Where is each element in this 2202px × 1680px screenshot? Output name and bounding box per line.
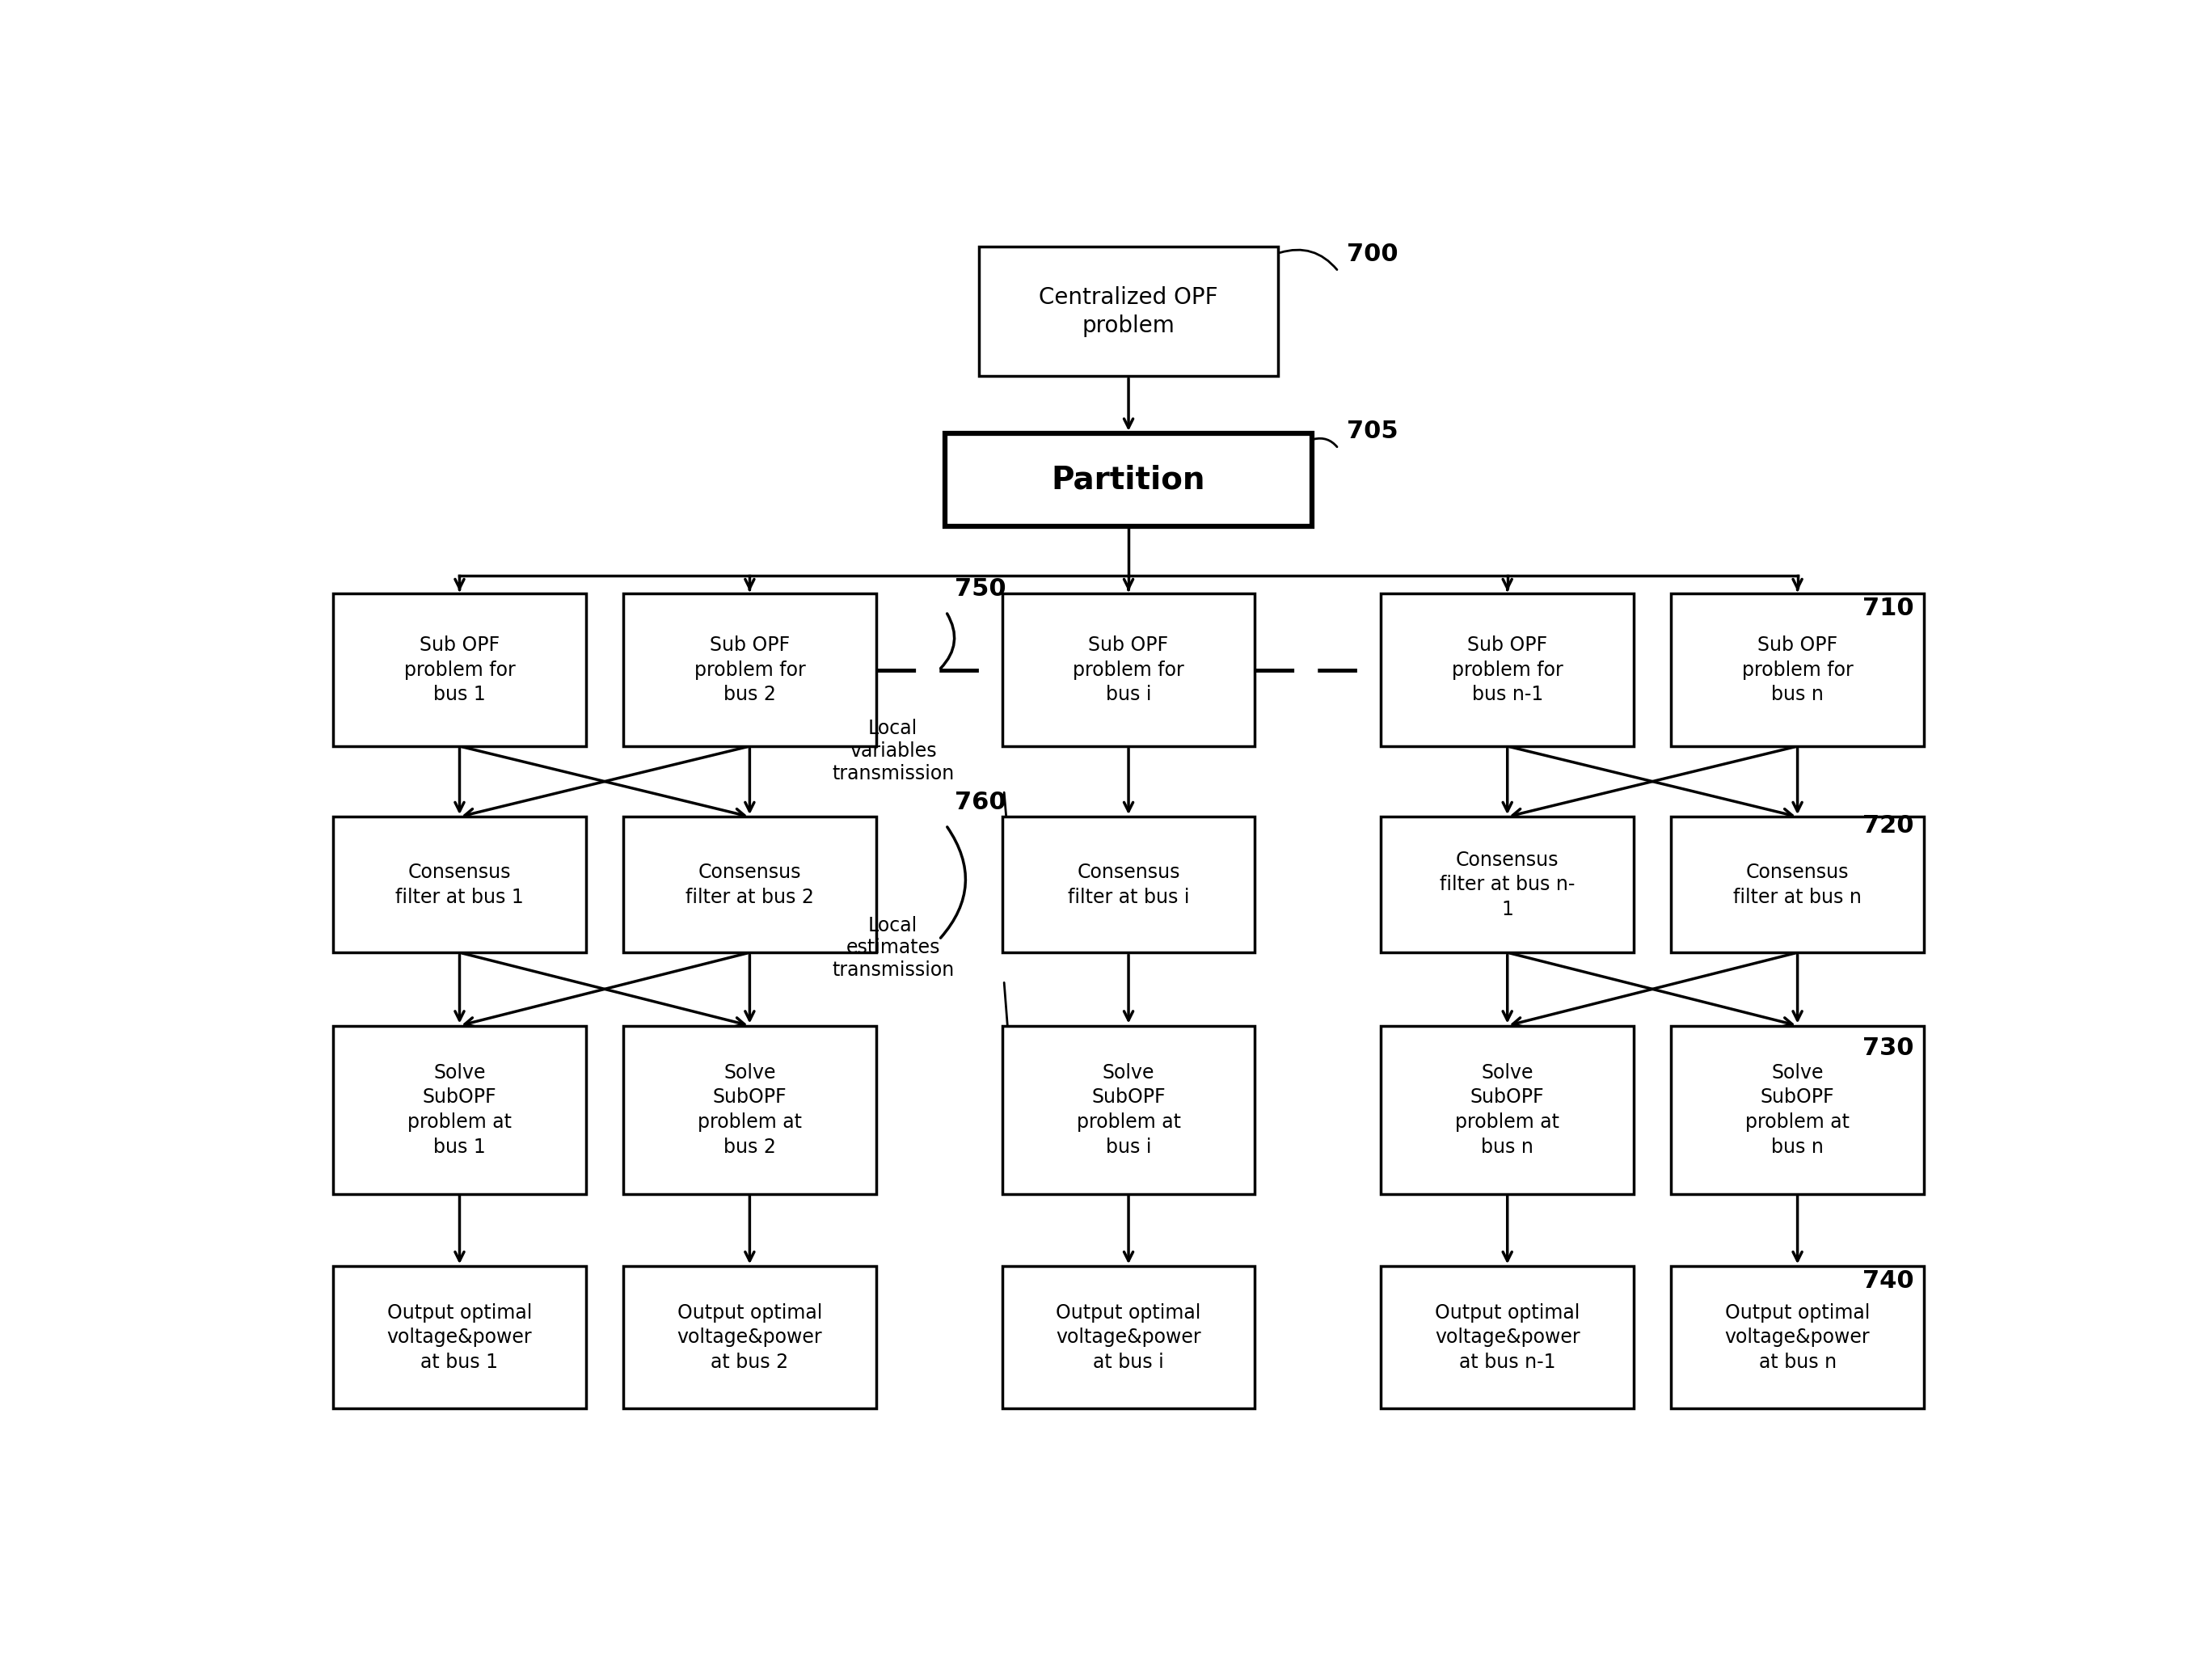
Text: Consensus
filter at bus n: Consensus filter at bus n: [1733, 862, 1861, 907]
FancyBboxPatch shape: [980, 247, 1277, 376]
FancyBboxPatch shape: [1671, 593, 1925, 746]
FancyBboxPatch shape: [333, 816, 586, 953]
FancyBboxPatch shape: [623, 1267, 876, 1408]
Text: Sub OPF
problem for
bus i: Sub OPF problem for bus i: [1072, 635, 1185, 704]
Text: Local
variables
transmission: Local variables transmission: [832, 719, 953, 783]
Text: Sub OPF
problem for
bus 2: Sub OPF problem for bus 2: [694, 635, 806, 704]
FancyBboxPatch shape: [1381, 816, 1634, 953]
FancyBboxPatch shape: [1002, 593, 1255, 746]
Text: Solve
SubOPF
problem at
bus n: Solve SubOPF problem at bus n: [1456, 1063, 1559, 1156]
Text: Sub OPF
problem for
bus n-1: Sub OPF problem for bus n-1: [1451, 635, 1563, 704]
Text: Output optimal
voltage&power
at bus n-1: Output optimal voltage&power at bus n-1: [1436, 1304, 1581, 1373]
Text: Output optimal
voltage&power
at bus 1: Output optimal voltage&power at bus 1: [388, 1304, 533, 1373]
Text: Consensus
filter at bus 2: Consensus filter at bus 2: [685, 862, 815, 907]
FancyBboxPatch shape: [1671, 1267, 1925, 1408]
Text: 700: 700: [1348, 242, 1398, 265]
Text: 760: 760: [953, 791, 1006, 815]
FancyBboxPatch shape: [1381, 1025, 1634, 1194]
FancyBboxPatch shape: [333, 593, 586, 746]
FancyBboxPatch shape: [333, 1025, 586, 1194]
Text: Sub OPF
problem for
bus n: Sub OPF problem for bus n: [1742, 635, 1854, 704]
Text: 730: 730: [1863, 1037, 1914, 1060]
FancyBboxPatch shape: [623, 816, 876, 953]
FancyBboxPatch shape: [945, 433, 1312, 526]
FancyBboxPatch shape: [623, 1025, 876, 1194]
Text: Partition: Partition: [1053, 464, 1204, 496]
Text: Output optimal
voltage&power
at bus i: Output optimal voltage&power at bus i: [1057, 1304, 1200, 1373]
Text: Output optimal
voltage&power
at bus 2: Output optimal voltage&power at bus 2: [676, 1304, 821, 1373]
Text: 720: 720: [1863, 815, 1914, 838]
Text: Solve
SubOPF
problem at
bus 2: Solve SubOPF problem at bus 2: [698, 1063, 802, 1156]
Text: Consensus
filter at bus n-
1: Consensus filter at bus n- 1: [1440, 850, 1574, 919]
Text: 705: 705: [1348, 420, 1398, 444]
FancyBboxPatch shape: [1381, 1267, 1634, 1408]
Text: Sub OPF
problem for
bus 1: Sub OPF problem for bus 1: [403, 635, 515, 704]
FancyBboxPatch shape: [1002, 1025, 1255, 1194]
Text: Output optimal
voltage&power
at bus n: Output optimal voltage&power at bus n: [1724, 1304, 1869, 1373]
Text: Solve
SubOPF
problem at
bus 1: Solve SubOPF problem at bus 1: [407, 1063, 511, 1156]
FancyBboxPatch shape: [1671, 816, 1925, 953]
FancyBboxPatch shape: [1002, 816, 1255, 953]
Text: 740: 740: [1863, 1270, 1914, 1294]
FancyBboxPatch shape: [1381, 593, 1634, 746]
FancyBboxPatch shape: [333, 1267, 586, 1408]
Text: Solve
SubOPF
problem at
bus i: Solve SubOPF problem at bus i: [1077, 1063, 1180, 1156]
Text: Consensus
filter at bus i: Consensus filter at bus i: [1068, 862, 1189, 907]
FancyBboxPatch shape: [623, 593, 876, 746]
Text: Centralized OPF
problem: Centralized OPF problem: [1039, 286, 1218, 338]
Text: Local
estimates
transmission: Local estimates transmission: [832, 916, 953, 979]
FancyBboxPatch shape: [1671, 1025, 1925, 1194]
Text: Consensus
filter at bus 1: Consensus filter at bus 1: [396, 862, 524, 907]
Text: 710: 710: [1863, 596, 1914, 620]
Text: 750: 750: [953, 578, 1006, 601]
FancyBboxPatch shape: [1002, 1267, 1255, 1408]
Text: Solve
SubOPF
problem at
bus n: Solve SubOPF problem at bus n: [1746, 1063, 1850, 1156]
